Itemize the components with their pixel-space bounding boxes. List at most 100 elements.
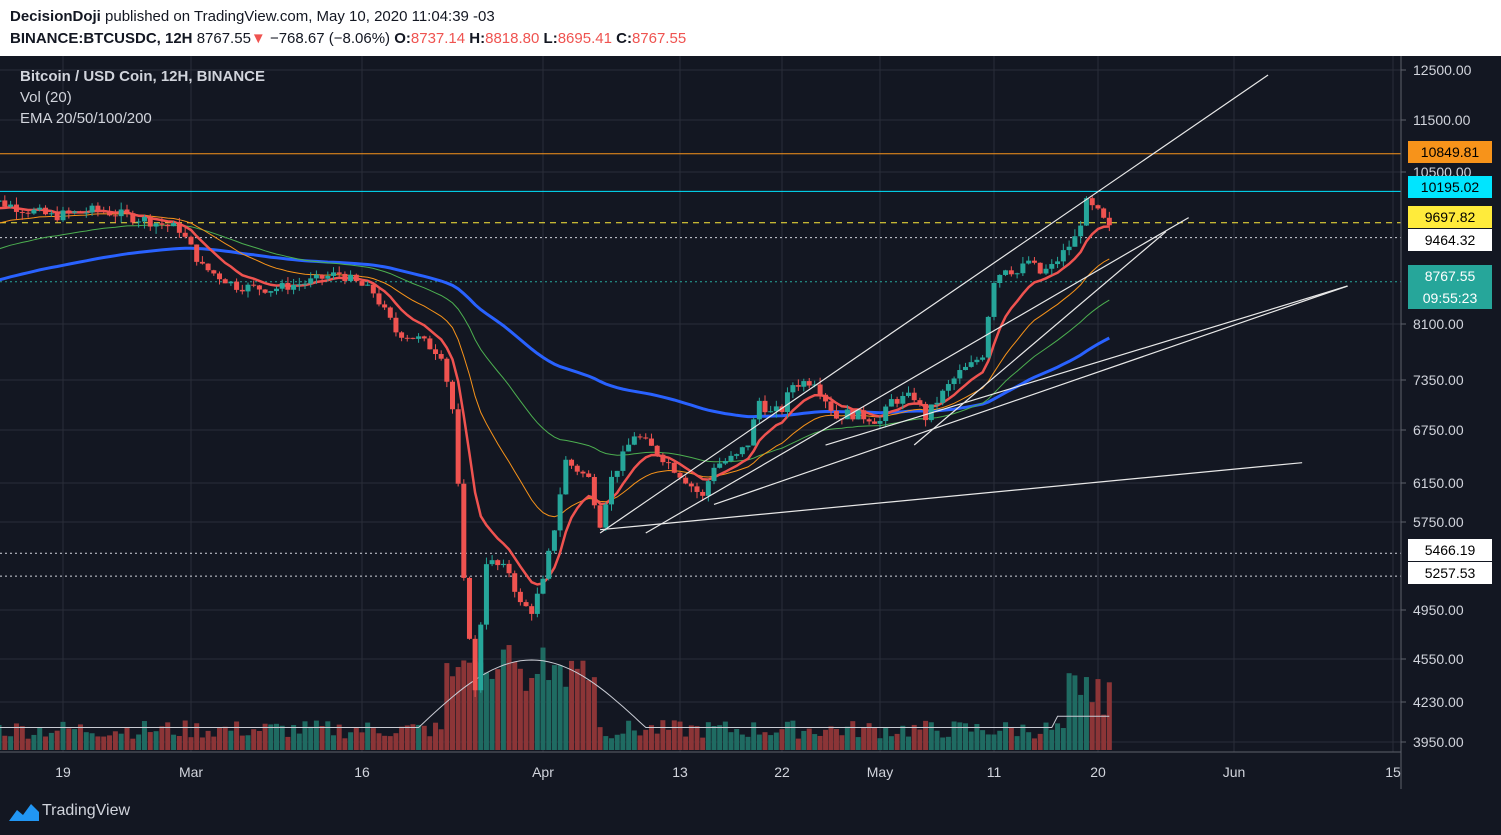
candle-body [985,316,991,358]
candle-body [654,445,660,455]
volume-bar [77,724,83,750]
price-badge [1408,229,1492,251]
volume-bar [382,735,388,750]
candle-body [466,577,472,639]
candle-body [751,419,757,446]
candle-body [1083,198,1089,226]
legend-ema[interactable]: EMA 20/50/100/200 [20,110,152,127]
volume-bar [176,736,182,750]
tradingview-brand[interactable]: TradingView [42,802,131,819]
volume-bar [1060,728,1066,750]
volume-bar [512,661,518,750]
volume-bar [833,729,839,750]
candle-body [900,395,906,404]
volume-bar [991,734,997,750]
volume-bar [489,678,495,750]
volume-bar [130,738,136,750]
x-tick-label: 22 [774,764,790,780]
candle-body [77,211,83,213]
candle-body [376,293,382,305]
candle-body [957,370,963,379]
candle-body [48,213,54,215]
candle-body [745,445,751,448]
candle-body [199,261,205,264]
volume-bar [450,676,455,750]
volume-bar [279,725,285,750]
volume-bar [563,686,569,750]
volume-bar [410,724,416,750]
volume-bar [54,730,60,750]
volume-bar [31,734,37,750]
volume-bar [968,731,974,750]
candle-body [546,550,552,579]
volume-bar [546,680,552,750]
candle-body [455,409,461,484]
candle-body [790,385,796,393]
candle-body [934,402,940,405]
candle-body [557,494,563,531]
volume-bar [1078,694,1084,750]
candle-body [353,274,359,282]
candle-body [866,419,872,422]
legend-title: Bitcoin / USD Coin, 12H, BINANCE [20,68,266,85]
candles [0,195,1112,697]
x-tick-label: 16 [354,764,370,780]
legend-volume[interactable]: Vol (20) [20,89,72,106]
candle-body [806,381,812,386]
candle-body [274,288,279,292]
volume-bar [1049,729,1055,750]
volume-bar [823,729,829,750]
open-label: O: [394,30,411,47]
volume-bar [700,737,706,750]
publisher-name[interactable]: DecisionDoji [10,8,101,25]
candle-body [850,409,856,420]
candle-body [245,284,251,292]
volume-bar [268,724,274,750]
candle-body [1078,225,1084,237]
chart-area[interactable]: 12500.00 11500.00 10500.00 8100.00 7350.00 67… [0,56,1501,789]
candle-body [823,394,829,402]
volume-bar [945,736,951,750]
candle-body [968,362,974,367]
volume-bar [66,728,72,750]
candle-body [574,465,580,472]
volume-bar [940,737,946,750]
candle-body [1060,250,1066,262]
candle-body [739,447,745,455]
volume-bar [705,722,711,750]
candle-body [666,462,672,464]
candle-body [404,337,410,339]
volume-bar [444,663,450,750]
candle-body [877,421,883,424]
last-price: 8767.55 [196,30,251,47]
volume-bar [112,731,118,750]
candle-body [313,274,319,279]
volume-bar [551,665,557,750]
volume-bar [495,669,501,750]
candle-body [1066,246,1072,251]
volume-bar [751,722,757,750]
candle-body [609,476,614,505]
candle-body [427,338,433,350]
volume-bar [342,738,348,750]
candle-body [239,289,245,292]
candle-body [700,491,706,496]
candle-body [359,281,365,286]
price-chart[interactable]: 12500.0011500.0010500.008100.007350.0067… [0,56,1501,789]
candle-body [894,399,900,404]
volume-bar [239,735,245,750]
price-badge-text: 10195.02 [1421,179,1480,195]
open-value: 8737.14 [410,30,466,47]
tradingview-logo-icon [9,804,39,821]
volume-bar [779,729,785,750]
volume-bar [433,722,439,750]
price-badge-text: 9464.32 [1425,232,1476,248]
candle-body [285,283,291,290]
price-badge-text: 5466.19 [1425,542,1476,558]
candle-body [8,204,14,207]
y-tick-label: 6750.00 [1413,422,1464,438]
candle-body [911,392,917,401]
candle-body [416,336,422,339]
volume-bar [648,725,654,750]
candle-body [31,209,37,214]
